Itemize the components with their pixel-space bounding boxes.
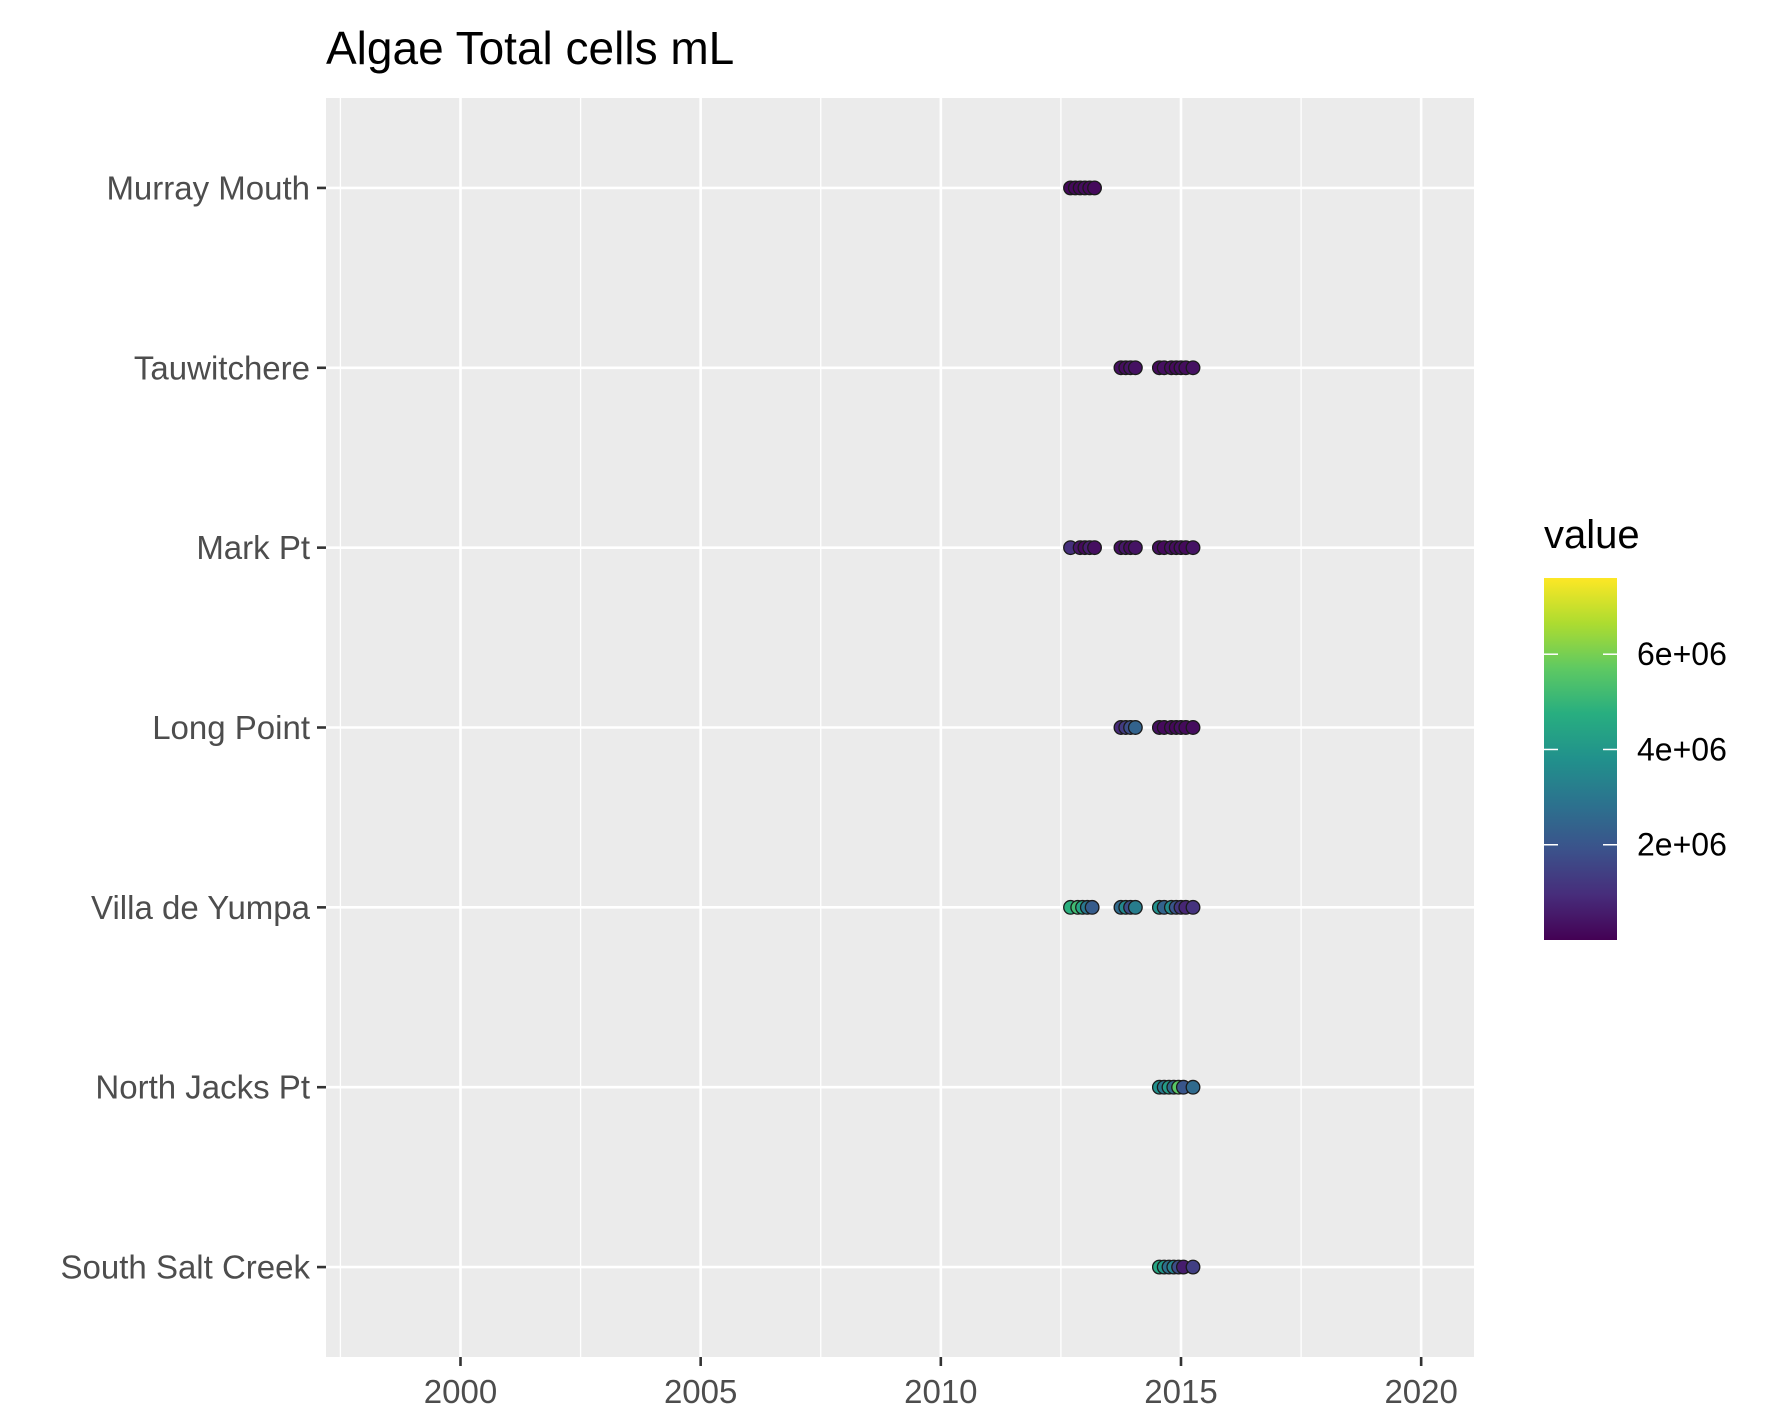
y-tick-label: North Jacks Pt (95, 1069, 310, 1106)
data-point (1127, 360, 1143, 376)
legend-title: value (1544, 513, 1640, 557)
legend-colorbar (1544, 578, 1617, 940)
legend-break-label: 6e+06 (1637, 636, 1727, 672)
legend-break-label: 4e+06 (1637, 731, 1727, 767)
y-tick-label: Long Point (152, 709, 310, 746)
data-point (1084, 899, 1100, 915)
y-tick-label: Villa de Yumpa (91, 889, 311, 926)
data-point (1185, 1079, 1201, 1095)
data-point (1127, 720, 1143, 735)
y-tick-label: Mark Pt (196, 529, 310, 566)
x-tick-label: 2020 (1384, 1373, 1457, 1410)
gridlines (326, 98, 1474, 1357)
x-tick-label: 2010 (904, 1373, 977, 1410)
data-point (1185, 540, 1201, 556)
chart-title: Algae Total cells mL (326, 22, 734, 74)
x-tick-label: 2015 (1144, 1373, 1217, 1410)
y-tick-label: South Salt Creek (61, 1249, 311, 1286)
data-point (1087, 540, 1102, 556)
y-tick-label: Murray Mouth (106, 169, 310, 206)
data-point (1185, 360, 1201, 376)
data-point (1127, 540, 1143, 556)
data-point (1127, 899, 1143, 915)
x-tick-label: 2005 (664, 1373, 737, 1410)
y-tick-label: Tauwitchere (134, 349, 310, 386)
x-axis: 2000 2005 2010 2015 2020 (424, 1357, 1458, 1410)
x-tick-label: 2000 (424, 1373, 497, 1410)
data-point (1185, 899, 1201, 915)
data-points (1063, 180, 1201, 1275)
legend-ticks: 2e+06 4e+06 6e+06 (1544, 636, 1727, 863)
legend-break-label: 2e+06 (1637, 827, 1727, 863)
legend: value 2e+06 4e+06 6e+06 (1544, 513, 1727, 940)
y-axis: South Salt Creek North Jacks Pt Villa de Y… (61, 169, 326, 1286)
data-point (1087, 180, 1102, 196)
data-point (1185, 1259, 1201, 1275)
data-point (1185, 720, 1201, 735)
